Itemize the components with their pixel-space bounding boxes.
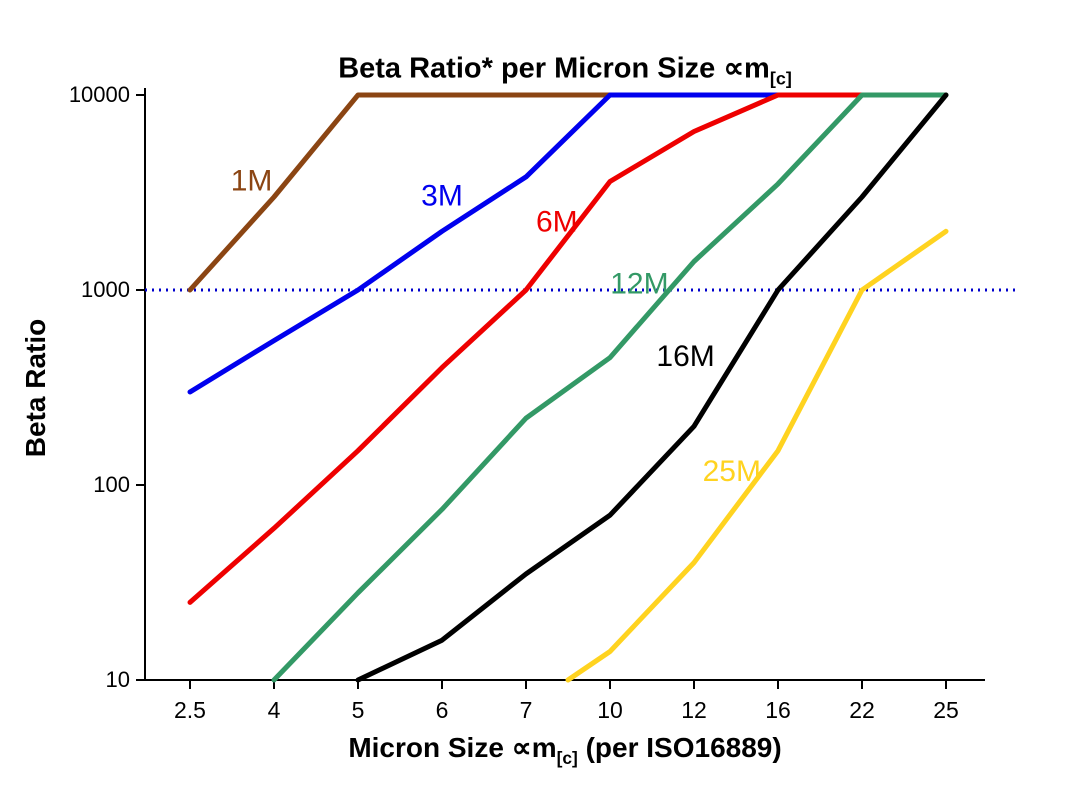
x-tick-label: 25 [933, 697, 959, 723]
x-tick-label: 12 [681, 697, 707, 723]
chart-page: Beta Ratio* per Micron Size ∝m[c] Beta R… [0, 0, 1092, 786]
x-tick-label: 10 [597, 697, 623, 723]
x-tick-label: 4 [268, 697, 281, 723]
x-tick-label: 6 [436, 697, 449, 723]
series-label-3M: 3M [421, 180, 463, 213]
series-label-1M: 1M [231, 164, 273, 197]
x-axis-title-subscript: [c] [557, 748, 578, 768]
x-tick-label: 2.5 [174, 697, 206, 723]
chart-canvas: 10 100 1000 10000 2.5 4 5 6 7 10 12 16 22 25 1M 3M 6M 12M… [0, 0, 1092, 786]
y-tick-label: 100 [93, 472, 130, 497]
x-axis-title-rest: (per ISO16889) [578, 732, 782, 763]
x-axis-title-text: Micron Size ∝m [348, 732, 556, 763]
x-tick-label: 22 [849, 697, 875, 723]
series-line-6M [190, 95, 862, 602]
series-label-12M: 12M [610, 267, 668, 300]
y-tick-label: 10 [106, 667, 130, 692]
y-tick-label: 10000 [69, 82, 130, 107]
y-tick-label: 1000 [81, 277, 130, 302]
x-tick-label: 16 [765, 697, 791, 723]
series-label-6M: 6M [536, 205, 578, 238]
x-axis-title: Micron Size ∝m[c] (per ISO16889) [348, 731, 781, 769]
x-tick-label: 5 [352, 697, 365, 723]
series-label-25M: 25M [703, 455, 761, 488]
series-label-16M: 16M [656, 340, 714, 373]
x-tick-label: 7 [520, 697, 533, 723]
